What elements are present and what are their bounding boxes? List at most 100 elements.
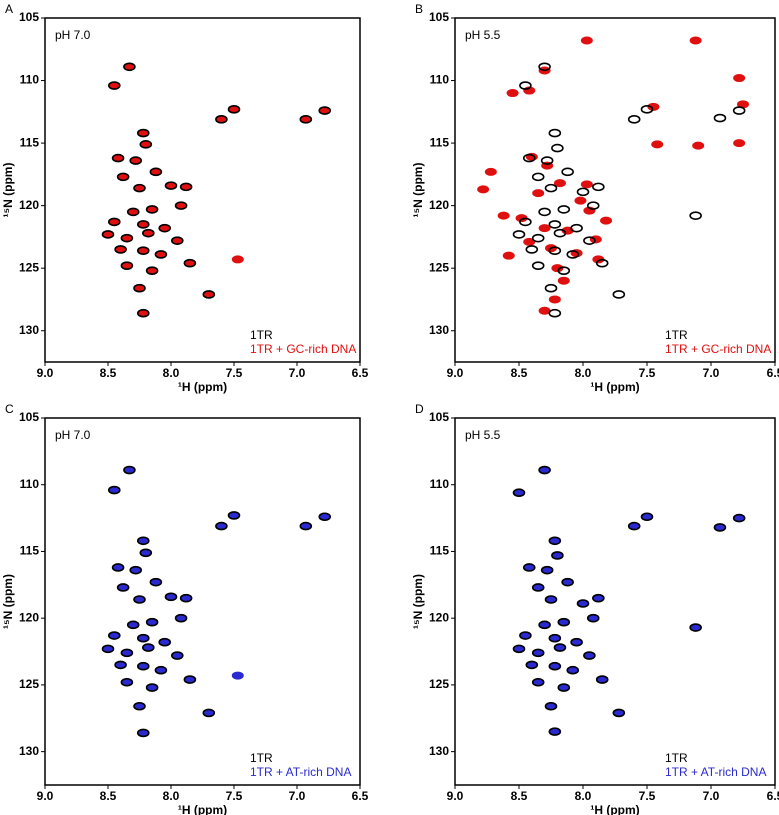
peak [183, 258, 197, 268]
peak [551, 551, 564, 560]
peak [318, 512, 332, 522]
x-tick-label: 8.0 [163, 789, 180, 803]
y-tick-label: 120 [19, 198, 39, 212]
peak [497, 211, 510, 220]
peak [116, 583, 130, 592]
y-tick-label: 105 [429, 10, 449, 24]
y-tick-label: 125 [429, 260, 449, 274]
legend-entry: 1TR + GC-rich DNA [250, 342, 356, 356]
x-tick-label: 7.0 [703, 789, 720, 803]
peak [120, 261, 134, 270]
peak [145, 617, 159, 627]
y-tick-label: 120 [429, 198, 449, 212]
peak [126, 207, 140, 217]
peak [142, 228, 155, 238]
peak [149, 577, 163, 587]
peak [136, 661, 150, 671]
peak [732, 513, 746, 523]
peak [544, 595, 558, 604]
peak [171, 236, 184, 245]
x-axis-label: ¹H (ppm) [178, 380, 227, 394]
peak [111, 563, 125, 572]
peak [689, 623, 702, 632]
peak [519, 631, 532, 640]
peak [576, 187, 590, 197]
peak [551, 264, 564, 273]
peak [557, 266, 571, 275]
peak [595, 258, 609, 268]
x-tick-label: 6.5 [352, 789, 369, 803]
peak [732, 106, 746, 115]
peak [136, 246, 150, 255]
peak [133, 595, 146, 604]
peak [531, 677, 545, 687]
peak [108, 631, 121, 640]
x-tick-label: 7.5 [226, 789, 243, 803]
plot-frame [454, 17, 776, 363]
peak [592, 593, 605, 603]
annotation: pH 5.5 [465, 28, 501, 42]
peak [299, 115, 313, 124]
peak [548, 308, 562, 318]
y-tick-label: 130 [429, 744, 449, 758]
peak [202, 290, 216, 299]
peak [525, 660, 539, 670]
y-axis-label: ¹⁵N (ppm) [411, 163, 425, 218]
peak [548, 633, 562, 643]
y-axis-label: ¹⁵N (ppm) [1, 574, 15, 629]
peak [557, 683, 571, 692]
peak [519, 81, 532, 90]
peak [506, 89, 519, 98]
x-tick-label: 8.5 [511, 366, 528, 380]
y-tick-label: 105 [19, 410, 39, 424]
peak [154, 250, 168, 259]
peak [557, 276, 570, 285]
peak [145, 683, 159, 692]
peak [502, 251, 515, 260]
peak [164, 181, 178, 190]
y-tick-label: 120 [429, 610, 449, 624]
peak [477, 185, 490, 194]
peak [114, 660, 127, 670]
legend-entry: 1TR + AT-rich DNA [250, 765, 351, 779]
plot-frame [44, 17, 361, 363]
peak [640, 512, 654, 522]
peak [183, 675, 197, 684]
x-tick-label: 8.5 [511, 789, 528, 803]
x-tick-label: 7.0 [289, 366, 306, 380]
peak [145, 205, 159, 214]
peak [215, 115, 228, 124]
peak [583, 651, 596, 660]
peak [544, 183, 558, 193]
peak [612, 708, 626, 718]
peak [522, 563, 536, 572]
y-tick-label: 115 [20, 544, 40, 558]
peak [627, 521, 641, 531]
x-axis-label: ¹H (ppm) [590, 380, 639, 394]
peak [538, 306, 551, 315]
peak [101, 230, 115, 239]
y-tick-label: 110 [20, 477, 40, 491]
peak [574, 196, 587, 205]
peak [215, 521, 228, 531]
peak [318, 106, 332, 115]
peak [525, 245, 539, 254]
peak [136, 633, 150, 643]
x-tick-label: 6.5 [352, 366, 369, 380]
legend-entry: 1TR + GC-rich DNA [665, 342, 771, 356]
peak [120, 648, 134, 658]
peak [111, 153, 125, 163]
legend-entry: 1TR [250, 328, 273, 342]
peak [586, 613, 600, 623]
y-tick-label: 130 [19, 744, 39, 758]
peak [689, 36, 702, 45]
peak [538, 465, 551, 475]
peak [129, 156, 143, 165]
annotation: pH 7.0 [55, 428, 91, 442]
x-axis-label: ¹H (ppm) [590, 803, 639, 815]
x-tick-label: 9.0 [447, 789, 464, 803]
peak [108, 217, 121, 227]
peak [592, 182, 605, 192]
y-tick-label: 110 [430, 73, 450, 87]
peak [540, 565, 554, 575]
